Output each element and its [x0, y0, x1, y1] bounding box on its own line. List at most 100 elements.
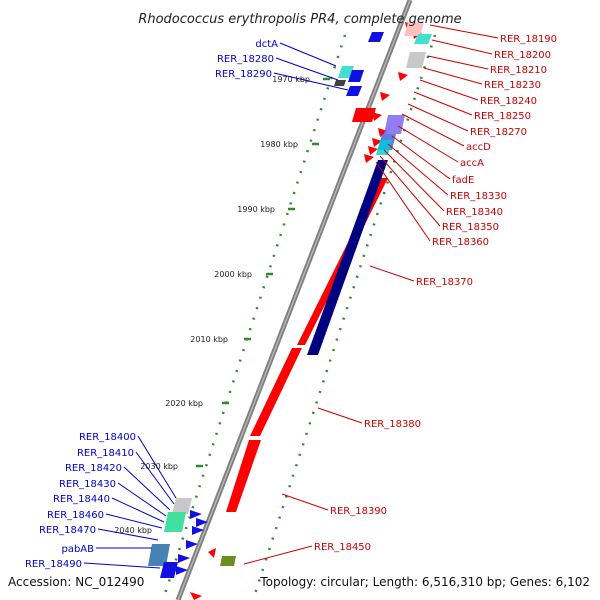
feature-rer-18280-block: [334, 80, 346, 86]
leader-line: [83, 562, 161, 569]
feature-forward-arrow: [372, 112, 382, 121]
leader-line: [279, 42, 337, 67]
gene-label-rer-18380: RER_18380: [364, 419, 421, 430]
leader-line: [137, 435, 177, 499]
genome-summary: Topology: circular; Length: 6,516,310 bp…: [259, 575, 590, 589]
leader-line: [379, 155, 441, 227]
leader-line: [317, 407, 363, 424]
gene-label-rer-18240: RER_18240: [480, 96, 537, 107]
feature-reverse-arrow: [348, 70, 364, 82]
leader-line: [273, 72, 349, 91]
scale-tick-2000-kbp: 2000 kbp: [214, 270, 252, 279]
feature-forward-arrow: [398, 72, 408, 81]
gene-label-rer-18210: RER_18210: [490, 65, 547, 76]
feature-forward-arrow: [190, 592, 202, 600]
leader-line: [243, 545, 313, 565]
feature-forward-arrow: [364, 154, 374, 163]
leader-line: [391, 135, 451, 180]
leader-line: [383, 149, 445, 212]
gene-label-rer-18450: RER_18450: [314, 542, 371, 553]
gene-features: [148, 22, 432, 600]
scale-tick-1970-kbp: 1970 kbp: [272, 75, 310, 84]
leader-line: [111, 497, 165, 523]
feature-forward-arrow: [372, 138, 382, 147]
feature-reverse-arrow: [190, 510, 202, 519]
feature-rer-18450-arrow: [208, 548, 216, 558]
gene-label-rer-18290: RER_18290: [215, 69, 272, 80]
gene-label-rer-18250: RER_18250: [474, 111, 531, 122]
scale-tick-2020-kbp: 2020 kbp: [165, 399, 203, 408]
gene-label-rer-18340: RER_18340: [446, 207, 503, 218]
gene-label-rer-18360: RER_18360: [432, 237, 489, 248]
gene-label-acca: accA: [460, 158, 484, 169]
scale-tick-2040-kbp: 2040 kbp: [114, 526, 152, 535]
feature-reverse-bar: [307, 160, 388, 355]
scale-tick-2030-kbp: 2030 kbp: [140, 462, 178, 471]
feature-rer-18490-block: [160, 562, 178, 578]
feature-rer-18440-block: [164, 512, 186, 532]
feature-rer-18450-block: [220, 556, 236, 566]
feature-forward-block: [352, 108, 376, 122]
scale-ticks: 1970 kbp 1980 kbp 1990 kbp 2000 kbp 2010 kbp…: [114, 75, 330, 535]
leader-line: [423, 67, 483, 85]
gene-label-rer-18440: RER_18440: [53, 494, 110, 505]
leader-line: [397, 125, 459, 163]
label-leader-lines: [83, 24, 499, 569]
feature-forward-arrow: [368, 146, 378, 155]
feature-reverse-arrow: [368, 32, 384, 42]
gene-label-rer-18350: RER_18350: [442, 222, 499, 233]
feature-fade-block: [376, 140, 392, 155]
gene-label-rer-18280: RER_18280: [217, 54, 274, 65]
feature-reverse-arrow: [192, 526, 204, 535]
leader-line: [407, 103, 469, 132]
leader-line: [429, 24, 499, 39]
feature-dcta-block: [338, 66, 354, 78]
leader-line: [97, 528, 159, 541]
feature-reverse-arrow: [186, 540, 198, 549]
gene-label-rer-18470: RER_18470: [39, 525, 96, 536]
leader-line: [387, 143, 449, 196]
feature-rer-18390-bar: [226, 440, 261, 512]
gene-label-rer-18390: RER_18390: [330, 506, 387, 517]
gene-label-pabab: pabAB: [61, 544, 94, 555]
scale-tick-2010-kbp: 2010 kbp: [190, 335, 228, 344]
gene-label-rer-18460: RER_18460: [47, 510, 104, 521]
leader-line: [281, 493, 329, 511]
leader-line: [275, 57, 339, 81]
leader-line: [135, 451, 175, 505]
gene-label-rer-18330: RER_18330: [450, 191, 507, 202]
gene-label-rer-18190: RER_18190: [500, 34, 557, 45]
feature-cyan-block: [414, 34, 432, 44]
gene-label-rer-18370: RER_18370: [416, 277, 473, 288]
gene-label-accd: accD: [466, 142, 491, 153]
leader-line: [105, 513, 163, 529]
leader-line: [431, 39, 493, 55]
feature-rer-18290-arrow: [346, 86, 362, 96]
gene-label-rer-18490: RER_18490: [25, 559, 82, 570]
leader-line: [375, 161, 431, 242]
leader-line: [401, 113, 465, 147]
gene-label-rer-18230: RER_18230: [484, 80, 541, 91]
feature-reverse-arrow: [176, 566, 188, 575]
leader-line: [419, 79, 479, 101]
feature-forward-arrow: [380, 92, 390, 101]
feature-rer-18400-block: [172, 498, 192, 514]
feature-reverse-arrow: [178, 554, 190, 563]
accession-label: Accession: NC_012490: [8, 575, 144, 589]
feature-grey-block: [406, 52, 426, 68]
gene-labels: RER_18190 RER_18200 RER_18210 RER_18230 RER_…: [25, 34, 557, 570]
gene-label-rer-18200: RER_18200: [494, 50, 551, 61]
leader-line: [117, 482, 167, 517]
gene-label-rer-18410: RER_18410: [77, 448, 134, 459]
gene-label-rer-18420: RER_18420: [65, 463, 122, 474]
leader-line: [413, 91, 473, 116]
map-title: Rhodococcus erythropolis PR4, complete g…: [138, 12, 461, 27]
feature-accd-block: [384, 115, 405, 134]
scale-tick-1990-kbp: 1990 kbp: [237, 205, 275, 214]
leader-line: [369, 265, 415, 282]
scale-tick-1980-kbp: 1980 kbp: [260, 140, 298, 149]
gene-label-rer-18400: RER_18400: [79, 432, 136, 443]
feature-rer-18380-bar: [250, 348, 302, 436]
leader-line: [427, 55, 489, 70]
